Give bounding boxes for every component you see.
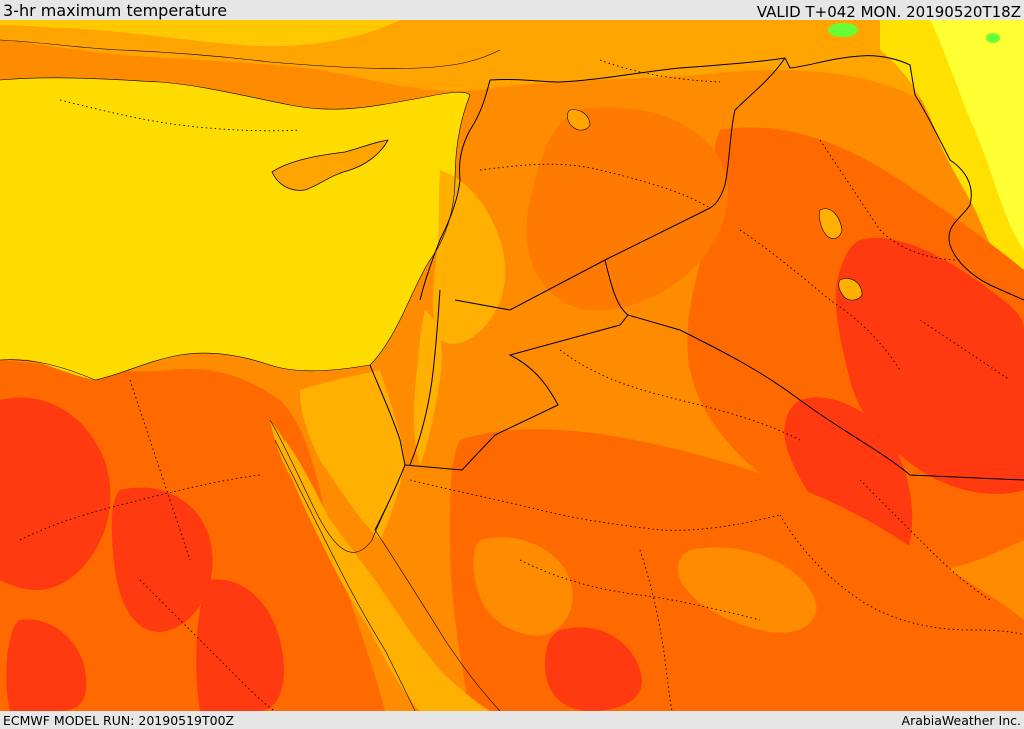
egypt-extreme-1 [0, 397, 111, 590]
jordan-valley [413, 310, 442, 465]
egypt-extreme-2 [111, 487, 213, 632]
credit-label: ArabiaWeather Inc. [901, 713, 1021, 728]
valid-time: VALID T+042 MON. 20190520T18Z [756, 3, 1021, 21]
saudi-hot-patch-1 [678, 547, 817, 633]
lake-1 [818, 208, 843, 239]
cold-spot-1 [828, 23, 858, 37]
country-borders [369, 55, 1024, 531]
lake-3 [567, 109, 591, 131]
turkey-yellow-1 [0, 20, 400, 47]
admin-boundaries [19, 59, 1024, 711]
iraq-extreme-2 [784, 397, 913, 571]
turkey-belt [0, 20, 1024, 160]
lake-2 [838, 278, 863, 301]
ne-cool [930, 20, 1024, 250]
coastlines [0, 39, 501, 711]
footer-bar [0, 711, 1024, 729]
temperature-map [0, 20, 1024, 711]
iraq-extreme [835, 238, 1024, 494]
egypt-extreme-3 [196, 579, 284, 711]
cold-spot-2 [986, 33, 1000, 43]
syria-very-hot [526, 107, 728, 311]
model-run-label: ECMWF MODEL RUN: 20190519T00Z [3, 713, 235, 728]
sinai [300, 370, 405, 540]
gulf-of-suez [270, 420, 305, 490]
saudi-extreme-1 [545, 627, 642, 711]
map-title: 3-hr maximum temperature [3, 1, 228, 20]
red-sea [285, 440, 490, 711]
saudi-hot-patch-2 [473, 537, 573, 636]
header-bar [0, 0, 1024, 20]
cyprus [271, 139, 389, 191]
egypt-extreme-4 [6, 619, 87, 711]
